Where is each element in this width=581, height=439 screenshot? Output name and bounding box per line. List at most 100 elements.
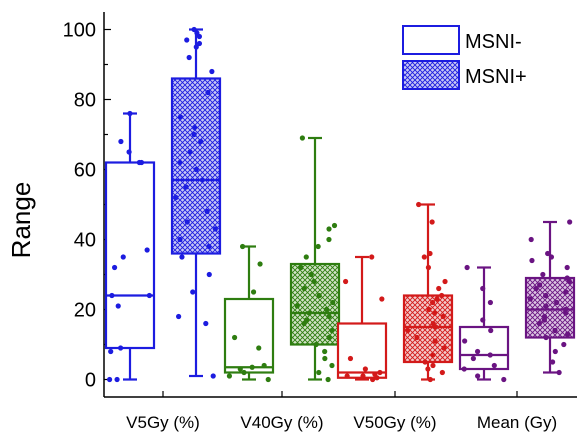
data-point (111, 264, 118, 271)
data-point (326, 226, 332, 232)
data-point (372, 371, 378, 377)
data-point (552, 327, 558, 334)
box-msni-minus (223, 297, 275, 374)
data-point (487, 299, 493, 306)
data-point (198, 138, 204, 145)
data-point (347, 355, 354, 362)
data-point (360, 373, 366, 379)
data-point (205, 89, 211, 96)
data-point (191, 124, 198, 131)
data-point (114, 376, 120, 383)
data-point (226, 373, 233, 379)
data-point (193, 44, 199, 50)
data-point (533, 285, 539, 292)
data-point (561, 341, 567, 348)
data-point (209, 68, 215, 75)
plot-area: 0 20 40 60 80 100 V5Gy (%) V40Gy (%) V50Gy (%) Me… (63, 12, 577, 432)
data-point (126, 149, 132, 155)
data-point (194, 30, 200, 36)
data-point (177, 236, 183, 243)
data-point (191, 26, 197, 33)
legend-swatch-msni-minus (402, 25, 460, 55)
data-point (261, 362, 267, 369)
data-point (429, 219, 435, 225)
data-point (536, 320, 542, 327)
data-point (545, 250, 551, 257)
data-point (256, 345, 262, 351)
data-point (488, 327, 494, 334)
data-point (441, 345, 447, 351)
data-point (439, 369, 445, 376)
data-point (430, 320, 436, 327)
data-point (556, 369, 562, 376)
data-point (177, 114, 184, 120)
y-tick-label: 100 (63, 20, 96, 42)
box-msni-minus (104, 161, 156, 350)
data-point (191, 131, 197, 138)
data-point (370, 376, 376, 383)
data-point (487, 352, 493, 358)
data-point (564, 275, 570, 281)
data-point (239, 243, 246, 250)
data-point (204, 208, 210, 215)
data-point (241, 369, 247, 376)
y-tick-label: 40 (74, 230, 96, 252)
data-point (475, 373, 481, 379)
y-tick-label: 0 (85, 370, 96, 392)
data-point (369, 254, 375, 260)
data-point (120, 254, 126, 260)
data-point (108, 348, 114, 355)
data-point (528, 236, 534, 243)
data-point (427, 376, 433, 383)
data-point (548, 254, 555, 260)
data-point (313, 341, 319, 348)
data-point (549, 359, 556, 365)
data-point (322, 348, 328, 355)
data-point (440, 313, 446, 320)
data-point (416, 201, 422, 208)
data-point (186, 54, 192, 61)
data-point (543, 334, 549, 341)
data-point (429, 299, 436, 306)
y-tick-label: 60 (74, 160, 96, 182)
data-point (325, 376, 331, 383)
data-point (265, 376, 271, 383)
data-point (187, 149, 193, 155)
data-point (306, 310, 312, 316)
x-tick-label: V40Gy (%) (240, 413, 323, 432)
data-point (562, 306, 569, 313)
data-point (329, 362, 335, 369)
data-point (326, 313, 332, 320)
legend-label-msni-minus: MSNI- (465, 31, 522, 53)
data-point (138, 159, 145, 166)
data-point (173, 194, 179, 201)
data-point (430, 352, 436, 358)
data-point (436, 285, 442, 292)
data-point (541, 313, 548, 320)
data-point (329, 327, 335, 334)
data-point (439, 292, 445, 299)
data-point (250, 289, 257, 295)
data-point (434, 296, 440, 302)
box-msni-plus (170, 77, 222, 255)
box-msni-plus (402, 294, 454, 364)
data-point (527, 296, 533, 302)
data-point (326, 334, 332, 341)
legend: MSNI- MSNI+ (402, 25, 527, 90)
data-point (326, 236, 332, 243)
data-point (491, 362, 497, 369)
data-point (237, 366, 243, 372)
data-point (480, 285, 486, 292)
data-point (464, 264, 470, 271)
data-point (543, 303, 549, 309)
y-axis-label: Range (6, 182, 36, 259)
data-point (442, 278, 448, 285)
data-point (177, 159, 183, 166)
data-point (362, 366, 368, 372)
data-point (183, 184, 189, 190)
data-point (144, 247, 150, 253)
data-point (405, 327, 411, 334)
box-msni-minus (336, 322, 388, 379)
legend-swatch-msni-plus (402, 60, 460, 90)
